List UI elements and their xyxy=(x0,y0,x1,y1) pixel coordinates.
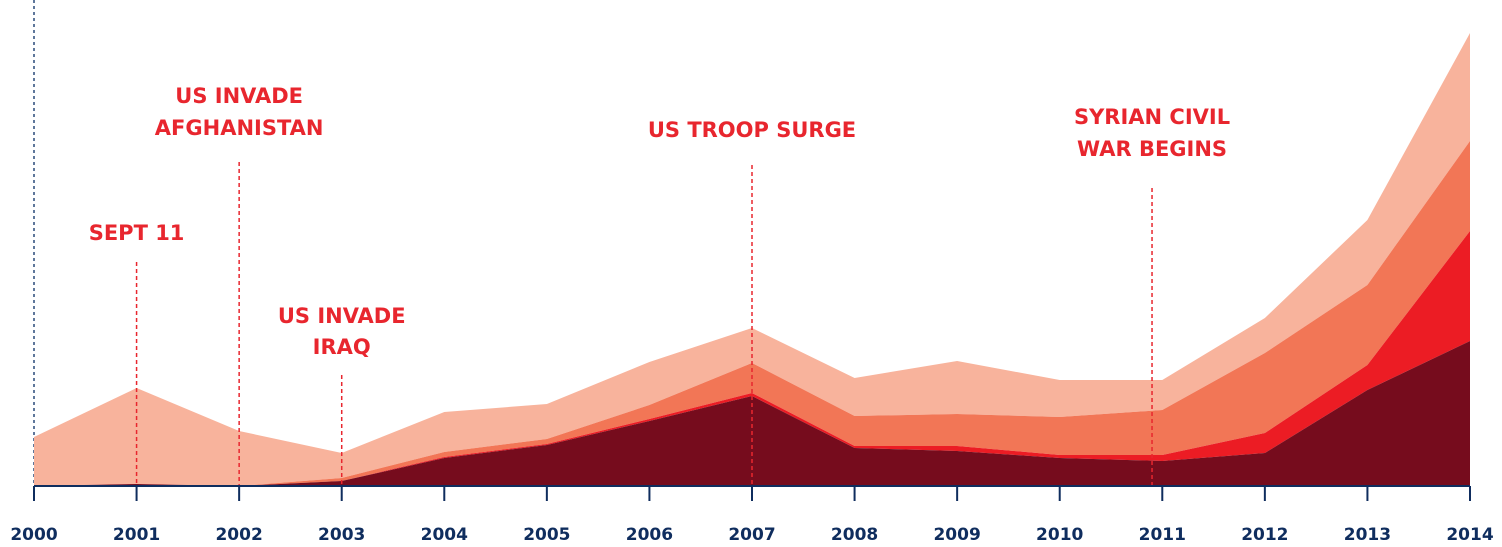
x-tick-label: 2012 xyxy=(1241,525,1288,545)
x-tick-label: 2002 xyxy=(215,525,262,545)
x-tick-label: 2010 xyxy=(1036,525,1083,545)
x-tick-label: 2001 xyxy=(113,525,160,545)
x-tick-label: 2009 xyxy=(933,525,980,545)
x-tick-label: 2003 xyxy=(318,525,365,545)
event-marker-lines xyxy=(135,162,1153,486)
x-tick-label: 2013 xyxy=(1344,525,1391,545)
x-tick-label: 2004 xyxy=(421,525,468,545)
event-label: US TROOP SURGE xyxy=(648,118,856,142)
event-labels: SEPT 11 US INVADE AFGHANISTAN US INVADE IRAQ… xyxy=(89,84,1230,359)
x-tick-label: 2008 xyxy=(831,525,878,545)
event-label: SYRIAN CIVIL WAR BEGINS xyxy=(1074,105,1230,161)
x-tick-label: 2006 xyxy=(626,525,673,545)
x-tick-label: 2005 xyxy=(523,525,570,545)
x-axis-ticks xyxy=(33,486,1471,501)
x-tick-label: 2011 xyxy=(1139,525,1186,545)
area-series-4 xyxy=(34,33,1470,486)
x-tick-label: 2007 xyxy=(728,525,775,545)
x-tick-label: 2000 xyxy=(10,525,57,545)
event-label: SEPT 11 xyxy=(89,221,185,245)
x-axis-tick-labels: 2000 2001 2002 2003 2004 2005 2006 2007 2008 2009… xyxy=(10,525,1493,545)
x-tick-label: 2014 xyxy=(1446,525,1493,545)
event-label: US INVADE IRAQ xyxy=(278,304,406,359)
event-label: US INVADE AFGHANISTAN xyxy=(155,84,324,140)
